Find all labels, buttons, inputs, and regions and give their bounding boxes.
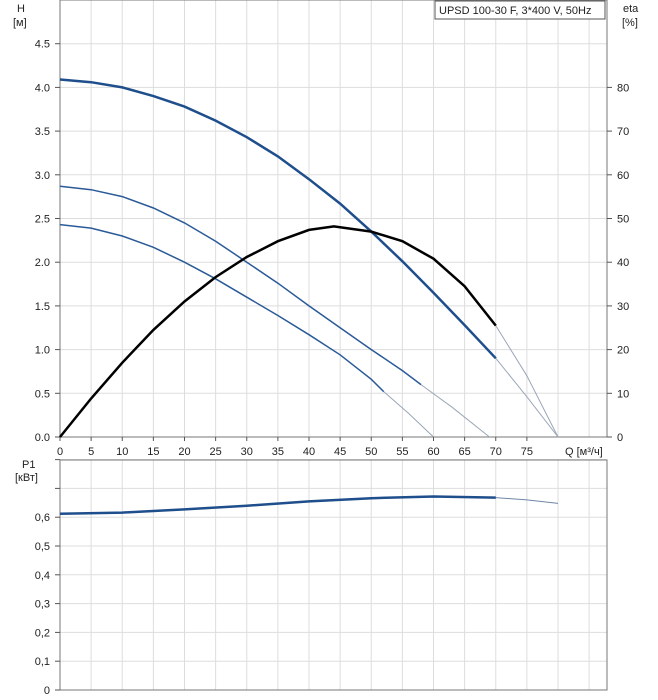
- y-tick-label: 2.5: [35, 214, 50, 226]
- curve-extension: [383, 391, 434, 438]
- y2-tick-label: 60: [617, 170, 629, 182]
- chart-title: UPSD 100-30 F, 3*400 V, 50Hz: [439, 5, 591, 17]
- lower-grid: [60, 459, 607, 690]
- p1-curve: [59, 495, 496, 515]
- y-tick-label: 3.5: [35, 126, 50, 138]
- x-tick-label: 5: [88, 446, 94, 458]
- p1-tick-label: 0,2: [35, 627, 50, 639]
- y-axis-label: H: [17, 3, 25, 15]
- y-tick-label: 1.5: [35, 301, 50, 313]
- y2-axis-label: eta: [623, 3, 639, 15]
- p1-tick-label: 0,4: [35, 570, 50, 582]
- curve-extension: [495, 357, 559, 438]
- legend-box: [434, 0, 606, 20]
- curve-extension: [420, 384, 490, 438]
- x-tick-label: 70: [490, 446, 502, 458]
- y-tick-label: 3.0: [35, 170, 50, 182]
- x-tick-label: 65: [459, 446, 471, 458]
- p1-tick-label: 0,5: [35, 541, 50, 553]
- p1-axis-unit: [кВт]: [15, 472, 38, 484]
- p1-tick-label: 0: [44, 685, 50, 697]
- curves: [59, 78, 559, 515]
- y2-tick-label: 80: [617, 82, 629, 94]
- x-tick-label: 75: [521, 446, 533, 458]
- y-tick-label: 2.0: [35, 257, 50, 269]
- x-tick-label: 25: [210, 446, 222, 458]
- y2-tick-label: 20: [617, 345, 629, 357]
- upper-grid: [60, 0, 607, 437]
- x-tick-label: 15: [147, 446, 159, 458]
- p1-tick-label: 0,1: [35, 656, 50, 668]
- x-tick-label: 40: [303, 446, 315, 458]
- x-tick-label: 45: [334, 446, 346, 458]
- p1-curve-extension: [495, 497, 559, 504]
- x-tick-label: 60: [427, 446, 439, 458]
- x-tick-label: 30: [241, 446, 253, 458]
- p1-axis-label: P1: [22, 459, 35, 471]
- y2-tick-label: 10: [617, 388, 629, 400]
- y-tick-label: 0.5: [35, 388, 50, 400]
- x-tick-label: 10: [116, 446, 128, 458]
- y-axis-unit: [м]: [13, 17, 27, 29]
- y2-tick-label: 70: [617, 126, 629, 138]
- y-tick-label: 4.0: [35, 82, 50, 94]
- x-axis-label: Q [м³/ч]: [565, 446, 603, 458]
- x-tick-label: 20: [178, 446, 190, 458]
- efficiency-curve: [59, 225, 497, 438]
- y-tick-label: 4.5: [35, 39, 50, 51]
- head-curve: [59, 185, 422, 386]
- axis-ticks: 0.0 0.5 1.0 1.5 2.0 2.5 3.0 3.5 4.0 4.5 0 10 20 30 40 5…: [35, 39, 630, 697]
- y-tick-label: 0.0: [35, 432, 50, 444]
- head-curve: [59, 78, 497, 360]
- x-tick-label: 0: [57, 446, 63, 458]
- y2-tick-label: 50: [617, 214, 629, 226]
- curve-extension: [495, 325, 559, 438]
- x-tick-label: 35: [272, 446, 284, 458]
- x-tick-label: 50: [365, 446, 377, 458]
- y2-tick-label: 30: [617, 301, 629, 313]
- y2-tick-label: 40: [617, 257, 629, 269]
- y2-tick-label: 0: [617, 432, 623, 444]
- head-curve: [59, 223, 385, 393]
- y2-axis-unit: [%]: [622, 17, 638, 29]
- p1-tick-label: 0,6: [35, 512, 50, 524]
- p1-tick-label: 0,3: [35, 599, 50, 611]
- x-tick-label: 55: [396, 446, 408, 458]
- y-tick-label: 1.0: [35, 345, 50, 357]
